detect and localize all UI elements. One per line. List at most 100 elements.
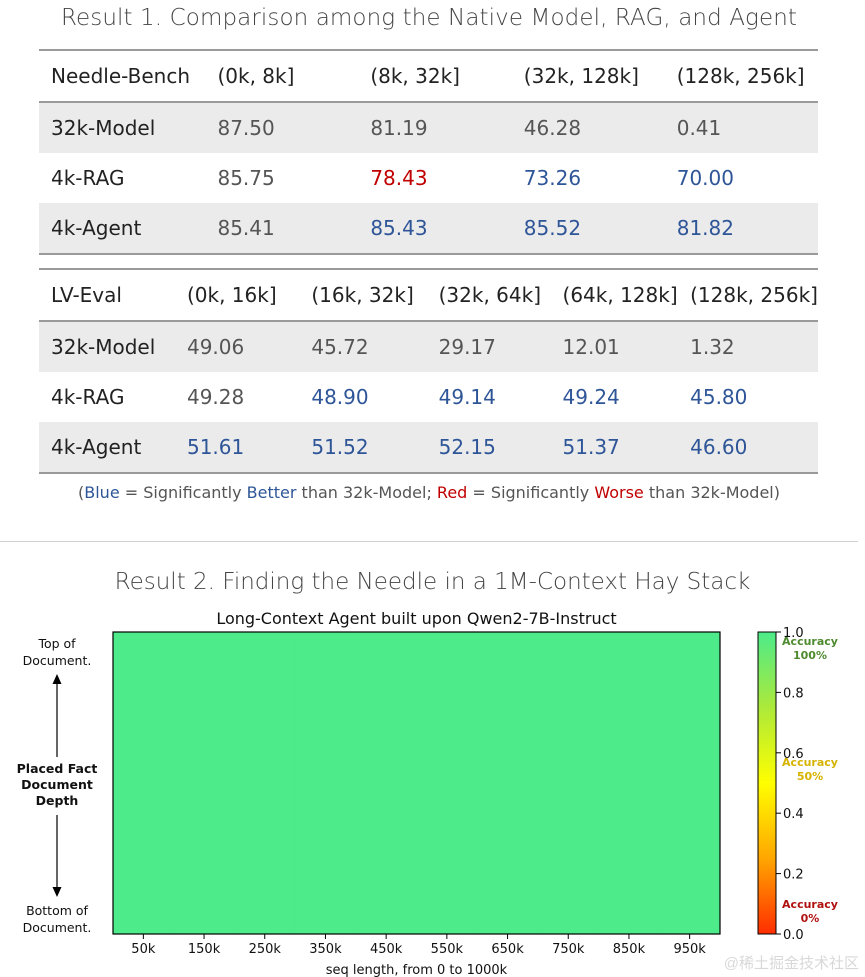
column-header: (128k, 256k] xyxy=(676,49,818,103)
colorbar-annotation: 0% xyxy=(801,912,820,925)
up-arrow-icon xyxy=(52,674,62,684)
y-axis-title: Depth xyxy=(36,793,79,808)
x-tick-label: 350k xyxy=(309,942,342,957)
column-header: (16k, 32k] xyxy=(311,268,439,322)
y-bottom-label: Bottom of xyxy=(26,903,88,918)
x-tick-label: 450k xyxy=(370,942,403,957)
colorbar-tick-label: 1.0 xyxy=(783,626,804,641)
legend-eq1: = Significantly xyxy=(119,483,247,502)
legend-eq2: = Significantly xyxy=(467,483,595,502)
table-row: 4k-Agent 85.41 85.43 85.52 81.82 xyxy=(39,203,818,255)
score-cell: 29.17 xyxy=(438,321,563,372)
table-row: 4k-RAG 49.28 48.90 49.14 49.24 45.80 xyxy=(39,372,818,422)
y-top-label: Top of xyxy=(37,636,76,651)
x-tick-label: 750k xyxy=(552,942,585,957)
legend-blue-word: Blue xyxy=(84,483,120,502)
score-cell: 1.32 xyxy=(690,321,818,372)
chart-title: Long-Context Agent built upon Qwen2-7B-I… xyxy=(216,609,616,628)
score-cell: 87.50 xyxy=(217,102,371,153)
table-row: 32k-Model 49.06 45.72 29.17 12.01 1.32 xyxy=(39,321,818,372)
score-cell: 49.14 xyxy=(438,385,496,409)
score-cell: 51.52 xyxy=(311,422,439,474)
benchmark-name: Needle-Bench xyxy=(39,49,218,103)
column-header: (8k, 32k] xyxy=(370,49,524,103)
row-label: 32k-Model xyxy=(39,102,218,153)
y-axis-title: Placed Fact xyxy=(17,761,98,776)
score-cell: 49.24 xyxy=(562,385,620,409)
x-tick-label: 550k xyxy=(431,942,464,957)
score-cell: 78.43 xyxy=(370,166,428,190)
table-row: 32k-Model 87.50 81.19 46.28 0.41 xyxy=(39,102,818,153)
x-tick-label: 150k xyxy=(188,942,221,957)
row-label: 4k-Agent xyxy=(39,203,218,255)
y-bottom-label: Document. xyxy=(23,920,92,935)
score-cell: 85.52 xyxy=(523,203,677,255)
table-row: 4k-RAG 85.75 78.43 73.26 70.00 xyxy=(39,153,818,203)
heat-cell xyxy=(113,632,175,935)
colorbar-annotation: Accuracy xyxy=(782,756,838,769)
colorbar-annotation: Accuracy xyxy=(782,635,838,648)
score-cell: 73.26 xyxy=(523,166,582,190)
needle-bench-table: Needle-Bench (0k, 8k] (8k, 32k] (32k, 128k]… xyxy=(39,49,818,255)
column-header: (0k, 16k] xyxy=(186,268,312,322)
score-cell: 46.60 xyxy=(690,422,818,474)
benchmark-name: LV-Eval xyxy=(39,268,187,322)
score-cell: 70.00 xyxy=(676,166,734,190)
legend-than1: than 32k-Model; xyxy=(296,483,437,502)
table-header-row: LV-Eval (0k, 16k] (16k, 32k] (32k, 64k] (64k… xyxy=(39,268,818,322)
row-label: 4k-Agent xyxy=(39,422,187,474)
significance-legend: (Blue = Significantly Better than 32k-Mo… xyxy=(0,483,858,502)
y-top-label: Document. xyxy=(23,653,92,668)
row-label: 32k-Model xyxy=(39,321,187,372)
section-divider xyxy=(0,541,858,542)
column-header: (32k, 64k] xyxy=(438,268,563,322)
score-cell: 85.41 xyxy=(217,203,371,255)
score-cell: 49.06 xyxy=(186,321,312,372)
heat-cell xyxy=(416,632,478,935)
colorbar-annotation: 100% xyxy=(793,649,827,662)
x-axis-title: seq length, from 0 to 1000k xyxy=(326,963,508,977)
x-tick-label: 950k xyxy=(673,942,706,957)
score-cell: 49.28 xyxy=(186,385,245,409)
colorbar-tick-label: 0.8 xyxy=(783,686,804,701)
needle-heatmap-chart: Long-Context Agent built upon Qwen2-7B-I… xyxy=(17,609,838,977)
row-label: 4k-RAG xyxy=(51,166,125,190)
legend-open: ( xyxy=(78,483,85,502)
colorbar-tick-label: 0.0 xyxy=(783,928,804,943)
colorbar-annotation: Accuracy xyxy=(782,898,838,911)
heat-cell xyxy=(537,632,600,935)
heat-cell xyxy=(477,632,539,935)
colorbar-tick-label: 0.4 xyxy=(783,807,804,822)
column-header: (0k, 8k] xyxy=(217,49,371,103)
result2-title: Result 2. Finding the Needle in a 1M-Con… xyxy=(114,569,751,595)
plot-frame xyxy=(112,631,721,935)
y-axis-title: Document xyxy=(21,777,93,792)
x-tick-label: 50k xyxy=(131,942,156,957)
down-arrow-icon xyxy=(52,887,62,897)
watermark: @稀土掘金技术社区 xyxy=(723,955,859,972)
score-cell: 0.41 xyxy=(676,102,818,153)
heat-cell xyxy=(173,632,235,935)
score-cell: 12.01 xyxy=(562,321,691,372)
score-cell: 46.28 xyxy=(523,102,677,153)
score-cell: 81.19 xyxy=(370,102,524,153)
table-header-row: Needle-Bench (0k, 8k] (8k, 32k] (32k, 128k]… xyxy=(39,49,818,103)
heat-cell xyxy=(234,632,296,935)
score-cell: 85.75 xyxy=(217,166,275,190)
score-cell: 45.80 xyxy=(690,385,748,409)
result1-title: Result 1. Comparison among the Native Mo… xyxy=(60,5,797,31)
column-header: (128k, 256k] xyxy=(690,268,818,322)
lv-eval-table: LV-Eval (0k, 16k] (16k, 32k] (32k, 64k] (64k… xyxy=(39,268,818,474)
column-header: (64k, 128k] xyxy=(562,268,691,322)
score-cell: 81.82 xyxy=(676,203,818,255)
score-cell: 51.61 xyxy=(186,422,312,474)
heat-cell xyxy=(659,632,721,935)
colorbar xyxy=(757,631,777,935)
x-tick-label: 650k xyxy=(491,942,524,957)
legend-than2: than 32k-Model) xyxy=(643,483,780,502)
score-cell: 85.43 xyxy=(370,203,524,255)
heat-cell xyxy=(598,632,660,935)
x-tick-label: 850k xyxy=(613,942,646,957)
row-label: 4k-RAG xyxy=(51,385,125,409)
table-row: 4k-Agent 51.61 51.52 52.15 51.37 46.60 xyxy=(39,422,818,474)
